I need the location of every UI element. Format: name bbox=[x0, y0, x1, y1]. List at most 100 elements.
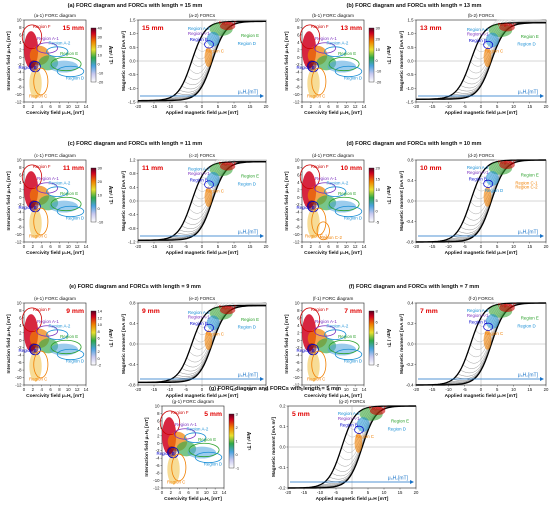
x-tick-label: 4 bbox=[179, 490, 182, 495]
y-tick-label: -8 bbox=[296, 225, 300, 230]
x-tick-label: 8 bbox=[196, 490, 199, 495]
x-tick-label: 14 bbox=[84, 104, 89, 109]
region-outline bbox=[311, 350, 327, 379]
forc-density-blob bbox=[29, 208, 42, 239]
forcs-ylabel: Magnetic moment [mA m²] bbox=[399, 31, 405, 91]
y-tick-label: 4 bbox=[19, 323, 22, 328]
region-label: Region C bbox=[307, 377, 325, 382]
region-overlay bbox=[485, 32, 499, 48]
colorbar-tick-label: -1 bbox=[236, 466, 240, 471]
forcs-region-label: Region F bbox=[369, 405, 387, 410]
region-label: Region C-1 bbox=[305, 234, 328, 239]
region-label: Region A-1 bbox=[315, 319, 337, 324]
block-g: (g) FORC diagram and FORCs with length =… bbox=[144, 386, 419, 502]
x-tick-label: -5 bbox=[334, 490, 338, 495]
region-label: Region C-2 bbox=[320, 235, 343, 240]
region-label: Region E bbox=[198, 437, 216, 442]
x-tick-label: 14 bbox=[84, 387, 89, 392]
x-tick-label: 10 bbox=[204, 490, 209, 495]
region-label: Region B bbox=[297, 205, 315, 210]
hc-arrowhead bbox=[260, 377, 264, 381]
colorbar-tick-label: 14 bbox=[98, 309, 103, 314]
y-tick-label: -4 bbox=[156, 456, 160, 461]
x-tick-label: 4 bbox=[319, 104, 322, 109]
region-overlay bbox=[499, 303, 515, 313]
region-outline bbox=[328, 339, 360, 355]
y-tick-label: -12 bbox=[15, 240, 22, 245]
forcs-region-label: Region C bbox=[485, 49, 503, 54]
region-label: Region A-1 bbox=[315, 36, 337, 41]
forc-curve bbox=[488, 19, 547, 29]
x-tick-label: 0 bbox=[23, 104, 26, 109]
forcs-region-label: Region B bbox=[340, 423, 358, 428]
region-overlay bbox=[219, 306, 236, 315]
forcs-region-label: Region C bbox=[206, 188, 224, 193]
x-tick-label: 10 bbox=[66, 244, 71, 249]
colorbar-tick-label: 20 bbox=[98, 179, 103, 184]
y-tick-label: -4 bbox=[18, 70, 22, 75]
region-outline bbox=[29, 200, 41, 213]
region-label: Region A-2 bbox=[187, 427, 209, 432]
x-tick-label: 0 bbox=[201, 387, 204, 392]
forc-density-blob bbox=[307, 68, 320, 99]
region-label: Region B bbox=[297, 348, 315, 353]
forcs-region-label: Region A-1 bbox=[188, 171, 210, 176]
forc-ylabel: Interaction field μ₀Hᵤ [mT] bbox=[284, 31, 290, 90]
x-tick-label: 8 bbox=[336, 244, 339, 249]
region-outline bbox=[21, 24, 43, 50]
region-outline bbox=[307, 60, 319, 73]
region-label: Region A-1 bbox=[175, 422, 197, 427]
forcs-ylabel: Magnetic moment [mA m²] bbox=[399, 171, 405, 231]
forc-curve bbox=[208, 159, 266, 168]
region-label: Region A-1 bbox=[315, 176, 337, 181]
region-label: Region E bbox=[338, 334, 356, 339]
region-outline bbox=[33, 350, 49, 379]
y-tick-label: 0 bbox=[297, 195, 300, 200]
forcs-region-label: Region A-2 bbox=[467, 27, 489, 32]
x-tick-label: -10 bbox=[317, 490, 324, 495]
y-tick-label: 2 bbox=[297, 47, 300, 52]
x-tick-label: 10 bbox=[511, 387, 516, 392]
x-tick-label: 0 bbox=[351, 490, 354, 495]
hc-arrow-label: μ₀H꜀[mT] bbox=[518, 373, 539, 379]
y-tick-label: 1.0 bbox=[130, 31, 137, 36]
region-outline bbox=[334, 65, 363, 78]
length-label: 5 mm bbox=[292, 411, 310, 418]
colorbar-tick-label: 2 bbox=[236, 425, 239, 430]
y-tick-label: -10 bbox=[15, 375, 22, 380]
forcs-region-label: Region F bbox=[219, 305, 237, 310]
y-tick-label: -6 bbox=[296, 217, 300, 222]
y-tick-label: 10 bbox=[155, 404, 160, 409]
y-tick-label: -8 bbox=[296, 368, 300, 373]
forc-panel-label: (a-1) FORC diagram bbox=[34, 13, 76, 18]
x-tick-label: 5 bbox=[217, 387, 220, 392]
x-tick-label: 0 bbox=[201, 244, 204, 249]
y-tick-label: 0 bbox=[157, 441, 160, 446]
colorbar-tick-label: 10 bbox=[98, 193, 103, 198]
x-tick-label: 5 bbox=[496, 387, 499, 392]
region-overlay bbox=[204, 187, 213, 207]
forcs-region-label: Region A-1 bbox=[188, 31, 210, 36]
y-tick-label: -10 bbox=[153, 478, 160, 483]
colorbar-tick-label: 5 bbox=[376, 198, 379, 203]
colorbar-tick-label: 20 bbox=[98, 44, 103, 49]
colorbar-tick-label: 8 bbox=[376, 309, 379, 314]
forcs-ylabel: Magnetic moment [mA m²] bbox=[121, 314, 127, 374]
forcs-ylabel: Magnetic moment [mA m²] bbox=[121, 171, 127, 231]
region-outline bbox=[324, 186, 347, 197]
region-overlay bbox=[369, 406, 386, 416]
x-tick-label: 2 bbox=[310, 387, 313, 392]
region-outline bbox=[299, 164, 321, 190]
y-tick-label: 6 bbox=[297, 315, 300, 320]
forc-panel-label: (e-1) FORC diagram bbox=[34, 296, 76, 301]
forc-ylabel: Interaction field μ₀Hᵤ [mT] bbox=[6, 171, 12, 230]
length-label: 10 mm bbox=[420, 165, 442, 172]
colorbar-tick-label: -20 bbox=[98, 80, 105, 85]
colorbar-tick-label: -2 bbox=[376, 363, 380, 368]
block-title: (b) FORC diagram and FORCs with length =… bbox=[346, 3, 481, 9]
block-title: (f) FORC diagram and FORCs with length =… bbox=[349, 284, 479, 290]
